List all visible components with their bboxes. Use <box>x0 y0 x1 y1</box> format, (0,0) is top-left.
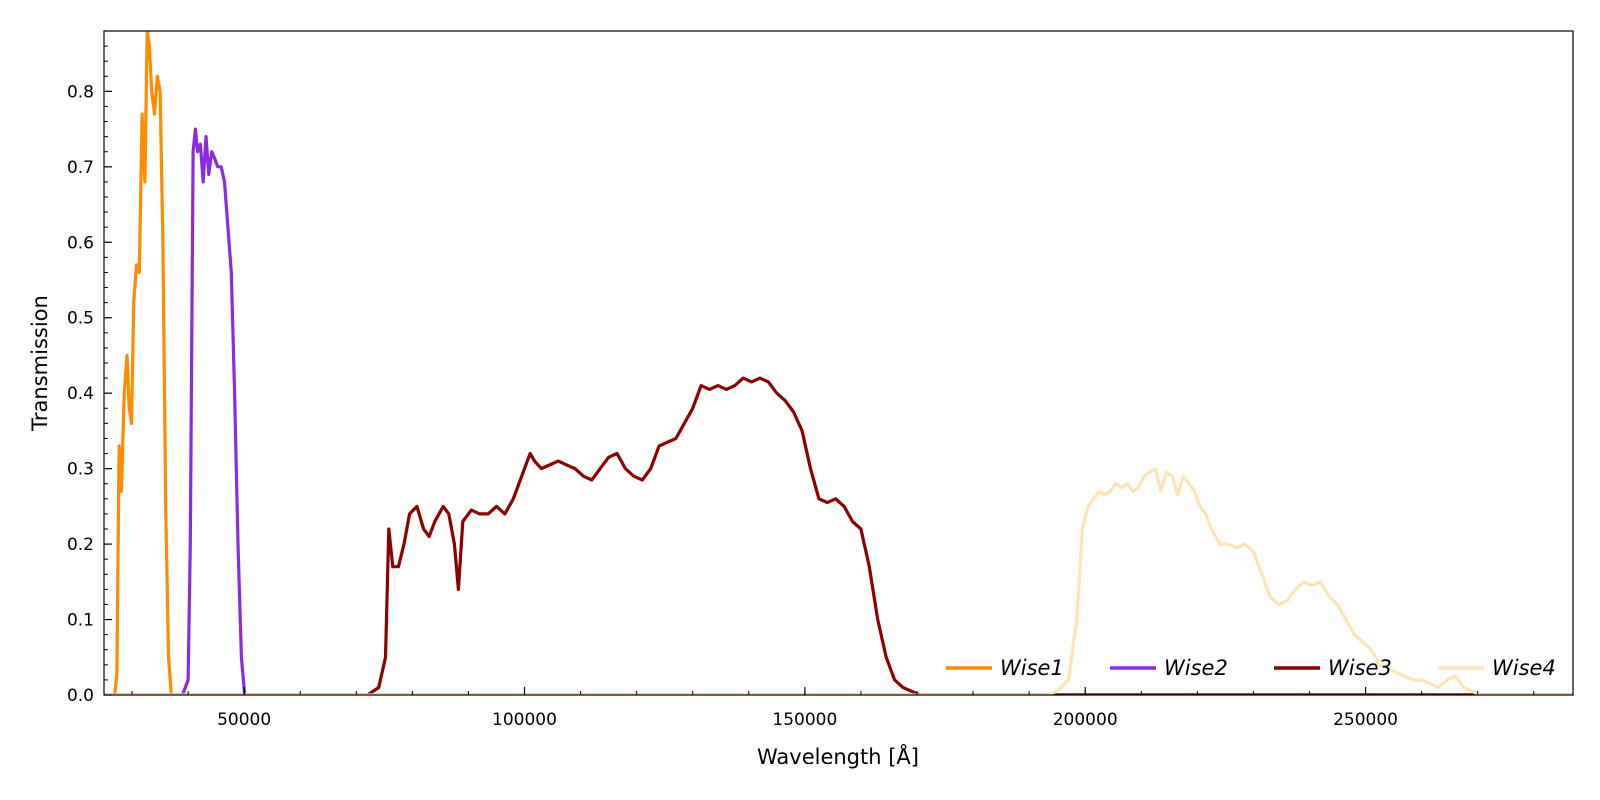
x-axis: 50000 100000 150000 200000 250000 <box>131 687 1535 730</box>
x-tick-label: 50000 <box>217 710 271 730</box>
series-line-wise2 <box>104 127 1573 695</box>
y-tick-label: 0.7 <box>67 158 94 178</box>
x-axis-label: Wavelength [Å] <box>757 743 919 769</box>
series-line-wise1 <box>104 31 1573 695</box>
x-tick-label: 250000 <box>1333 710 1398 730</box>
y-axis: 0.0 0.1 0.2 0.3 0.4 0.5 0.6 0.7 0.8 <box>67 30 112 706</box>
x-tick-label: 200000 <box>1053 710 1118 730</box>
series-line-wise3 <box>104 376 1573 695</box>
legend-label-wise2: Wise2 <box>1164 656 1228 680</box>
y-tick-label: 0.8 <box>67 82 94 102</box>
legend-label-wise4: Wise4 <box>1492 656 1556 680</box>
series-line-wise4 <box>104 467 1573 695</box>
y-tick-label: 0.3 <box>67 460 94 480</box>
y-tick-label: 0.6 <box>67 233 94 253</box>
y-tick-label: 0.0 <box>67 686 94 706</box>
x-tick-label: 150000 <box>772 710 837 730</box>
series-layer <box>104 31 1573 695</box>
y-tick-label: 0.1 <box>67 611 94 631</box>
plot-frame <box>103 30 1574 696</box>
legend: Wise1 Wise2 Wise3 Wise4 <box>946 656 1556 680</box>
x-tick-label: 100000 <box>492 710 557 730</box>
y-tick-label: 0.5 <box>67 309 94 329</box>
legend-label-wise1: Wise1 <box>1000 656 1064 680</box>
y-tick-label: 0.2 <box>67 535 94 555</box>
y-tick-label: 0.4 <box>67 384 94 404</box>
legend-label-wise3: Wise3 <box>1328 656 1392 680</box>
y-axis-label: Transmission <box>28 295 52 432</box>
